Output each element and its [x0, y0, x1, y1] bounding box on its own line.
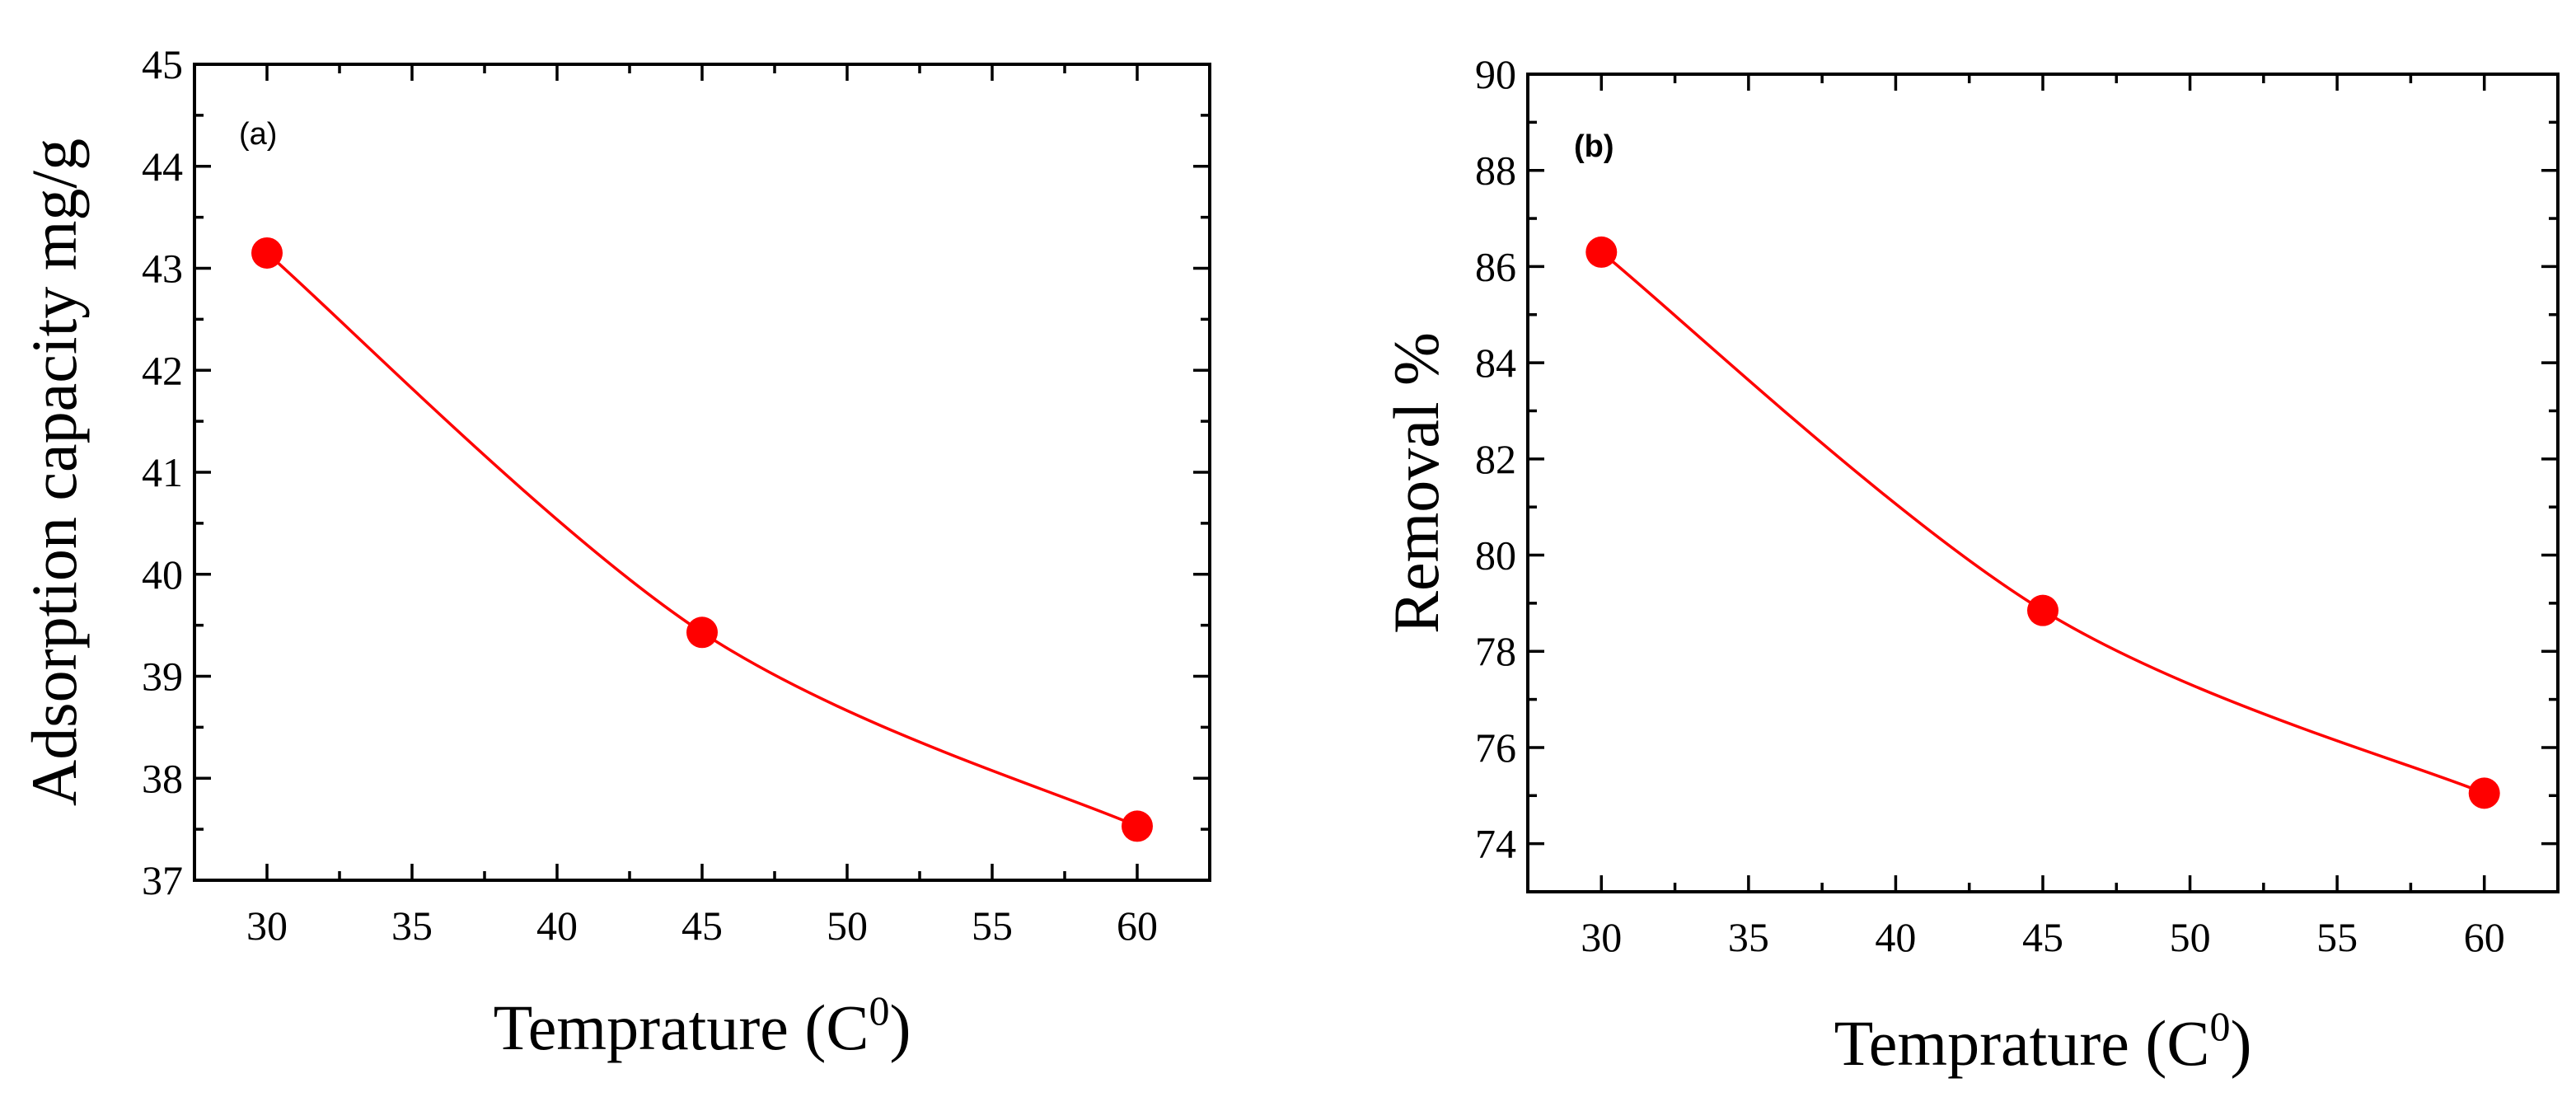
x-tick-label: 30 — [1581, 914, 1622, 960]
y-tick-label: 37 — [142, 857, 183, 903]
data-point — [1585, 236, 1618, 268]
y-tick-label: 41 — [142, 449, 183, 495]
y-tick-label: 78 — [1475, 628, 1516, 674]
y-tick-label: 84 — [1475, 340, 1516, 386]
x-tick-label: 30 — [246, 902, 288, 949]
data-point — [2468, 777, 2500, 809]
y-tick-label: 40 — [142, 551, 183, 598]
y-tick-label: 74 — [1475, 821, 1516, 867]
panel-label: (a) — [239, 117, 277, 152]
plot-frame — [193, 63, 1211, 882]
y-tick-label: 45 — [142, 41, 183, 87]
x-tick-label: 55 — [2316, 914, 2358, 960]
panel-label: (b) — [1574, 129, 1614, 164]
y-tick-label: 39 — [142, 654, 183, 700]
x-axis-title: Temprature (C0) — [1834, 1003, 2252, 1079]
chart-panel-b: 30 35 40 45 50 55 60 74 76 78 80 82 84 86 88 90 (b) Tempr… — [1380, 51, 2560, 1079]
y-tick-label: 90 — [1475, 51, 1516, 97]
x-tick-label: 50 — [827, 902, 868, 949]
x-tick-label: 55 — [972, 902, 1013, 949]
x-tick-label: 40 — [1875, 914, 1916, 960]
chart-panel-a: 30 35 40 45 50 55 60 37 38 39 40 41 42 43 44 45 (a) Tempr… — [18, 41, 1211, 1063]
y-tick-label: 42 — [142, 347, 183, 393]
y-tick-label: 82 — [1475, 436, 1516, 482]
y-tick-label: 44 — [142, 143, 183, 190]
x-tick-label: 60 — [1117, 902, 1158, 949]
x-axis-title: Temprature (C0) — [494, 987, 911, 1063]
y-tick-label: 43 — [142, 246, 183, 292]
data-point — [251, 237, 283, 269]
series-line — [1600, 251, 2485, 795]
data-point — [1122, 810, 1153, 842]
plot-frame — [1526, 73, 2560, 893]
data-point — [2027, 594, 2058, 626]
x-tick-label: 35 — [391, 902, 433, 949]
x-tick-label: 40 — [536, 902, 578, 949]
y-tick-label: 88 — [1475, 148, 1516, 194]
x-tick-label: 45 — [681, 902, 723, 949]
y-tick-label: 76 — [1475, 724, 1516, 771]
y-tick-label: 38 — [142, 755, 183, 801]
y-tick-label: 80 — [1475, 532, 1516, 579]
series-line — [265, 251, 1138, 828]
x-tick-label: 60 — [2464, 914, 2505, 960]
x-tick-label: 45 — [2022, 914, 2063, 960]
y-axis-title: Removal % — [1380, 332, 1452, 634]
x-tick-label: 50 — [2170, 914, 2211, 960]
y-tick-label: 86 — [1475, 243, 1516, 289]
data-point — [686, 616, 718, 649]
y-axis-title: Adsorption capacity mg/g — [18, 138, 90, 806]
x-tick-label: 35 — [1728, 914, 1769, 960]
